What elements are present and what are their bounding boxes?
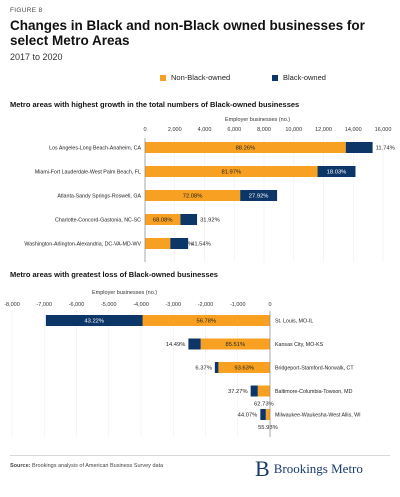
top-x-tick-label: 8,000 (257, 127, 271, 133)
top-category-label: Washington-Arlington-Alexandria, DC-VA-M… (24, 242, 141, 248)
bottom-data-label-non-black: 93.63% (234, 366, 254, 372)
bottom-data-label-non-black: 62.73% (254, 402, 274, 408)
bottom-data-label-black: 6.37% (195, 366, 211, 372)
top-bar-non-black (145, 190, 241, 201)
top-data-label-non-black: 81.97% (221, 170, 241, 176)
bottom-category-label: Kansas City, MO-KS (275, 342, 324, 348)
bottom-bar-black (250, 385, 258, 397)
chart-title: Changes in Black and non-Black owned bus… (10, 18, 365, 48)
top-chart-title: Metro areas with highest growth in the t… (10, 100, 300, 109)
bottom-category-label: Baltimore-Columbia-Towson, MD (275, 389, 353, 395)
bottom-bar-non-black (265, 409, 270, 420)
top-x-tick-label: 0 (143, 127, 146, 133)
brookings-metro-logo: B Brookings Metro (255, 458, 363, 480)
top-category-label: Los Angeles-Long Beach-Anaheim, CA (49, 146, 141, 152)
top-x-tick-label: 16,000 (375, 127, 392, 133)
footer-divider (10, 455, 390, 456)
bottom-data-label-black: 14.49% (166, 342, 186, 348)
legend-swatch-non-black (160, 74, 166, 81)
top-bar-black (180, 214, 198, 225)
bottom-data-label-black: 44.07% (238, 413, 258, 419)
bottom-chart-xlabel: Employer businesses (no.) (92, 290, 158, 296)
brand-name: Brookings Metro (273, 461, 363, 476)
bottom-chart-title: Metro areas with greatest loss of Black-… (10, 270, 218, 279)
bottom-bar-black (188, 338, 201, 350)
bottom-bar-non-black (218, 362, 270, 373)
top-bar-non-black (145, 166, 318, 177)
top-bar-black (170, 238, 189, 249)
bottom-x-tick-label: -7,000 (36, 302, 52, 308)
top-data-label-black: 31.92% (200, 218, 220, 224)
bottom-data-label-non-black: 55.93% (258, 425, 278, 431)
source-text: Brookings analysis of American Business … (30, 463, 164, 469)
top-data-label-non-black: 72.08% (183, 194, 203, 200)
bottom-data-label-black: 37.27% (228, 389, 248, 395)
top-data-label-black: 11.74% (376, 146, 395, 152)
bottom-x-tick-label: -4,000 (133, 302, 149, 308)
bottom-category-label: Bridgeport-Stamford-Norwalk, CT (275, 366, 354, 372)
top-x-tick-label: 4,000 (198, 127, 212, 133)
figure-label: FIGURE 8 (10, 7, 43, 14)
bottom-x-tick-label: -5,000 (101, 302, 117, 308)
bottom-x-tick-label: -6,000 (69, 302, 85, 308)
bottom-x-tick-label: 0 (268, 302, 271, 308)
top-category-label: Miami-Fort Lauderdale-West Palm Beach, F… (35, 170, 141, 176)
legend-label-black: Black-owned (283, 73, 326, 82)
top-data-label-non-black: 88.26% (236, 146, 256, 152)
bottom-bar-non-black (142, 315, 270, 326)
bottom-data-label-non-black: 56.78% (196, 319, 216, 325)
bottom-category-label: St. Louis, MO-IL (275, 319, 313, 325)
top-bar-black (345, 142, 373, 153)
top-data-label-black: 18.03% (327, 170, 347, 176)
top-data-label-black: 41.54% (191, 242, 211, 248)
legend-swatch-black (272, 74, 278, 81)
brookings-b-mark: B (255, 456, 270, 481)
source-prefix: Source: (10, 463, 31, 469)
bottom-bar-non-black (200, 338, 270, 350)
top-x-tick-label: 6,000 (227, 127, 241, 133)
bottom-bar-black (45, 315, 143, 326)
top-bar-non-black (145, 214, 181, 225)
top-chart-xlabel: Employer businesses (no.) (225, 117, 291, 123)
top-bar-non-black (145, 142, 346, 153)
top-category-label: Atlanta-Sandy Springs-Roswell, GA (57, 194, 141, 200)
bottom-x-tick-label: -2,000 (198, 302, 214, 308)
legend-label-non-black: Non-Black-owned (171, 73, 231, 82)
top-bar-black (240, 190, 278, 201)
top-x-tick-label: 14,000 (345, 127, 362, 133)
bottom-data-label-black: 43.22% (84, 319, 104, 325)
bottom-bar-black (214, 362, 219, 373)
source-note: Source: Brookings analysis of American B… (10, 463, 163, 469)
chart-subtitle: 2017 to 2020 (10, 52, 63, 62)
top-x-tick-label: 12,000 (315, 127, 332, 133)
top-x-tick-label: 10,000 (285, 127, 302, 133)
bottom-bar-non-black (257, 385, 270, 397)
bottom-category-label: Milwaukee-Waukesha-West Allis, WI (275, 413, 361, 419)
bottom-data-label-non-black: 85.51% (225, 342, 245, 348)
top-x-tick-label: 2,000 (168, 127, 182, 133)
bottom-x-tick-label: -1,000 (230, 302, 246, 308)
top-data-label-non-black: 68.08% (153, 218, 173, 224)
top-bar-non-black (145, 238, 171, 249)
top-data-label-black: 27.92% (249, 194, 269, 200)
legend-item-non-black: Non-Black-owned (160, 73, 230, 82)
top-bar-black (317, 166, 356, 177)
bottom-bar-black (260, 409, 266, 420)
top-category-label: Charlotte-Concord-Gastonia, NC-SC (55, 218, 141, 224)
legend-item-black: Black-owned (272, 73, 326, 82)
bottom-x-tick-label: -8,000 (4, 302, 20, 308)
bottom-x-tick-label: -3,000 (165, 302, 181, 308)
